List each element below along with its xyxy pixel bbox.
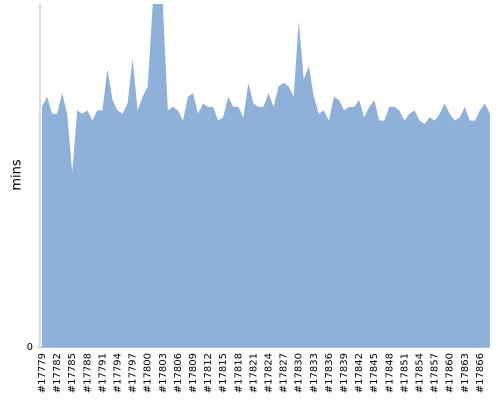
x-tick-label: #17800 — [143, 353, 154, 393]
x-tick-label: #17815 — [218, 353, 229, 393]
x-tick-label: #17821 — [248, 353, 259, 393]
x-tick-label: #17827 — [279, 353, 290, 393]
x-tick-label: #17848 — [384, 353, 395, 393]
y-axis-label: mins — [10, 159, 25, 191]
x-tick-label: #17803 — [158, 353, 169, 393]
x-tick-label: #17845 — [369, 353, 380, 393]
area — [42, 4, 490, 347]
x-tick-label: #17812 — [203, 353, 214, 393]
x-tick-label: #17809 — [188, 353, 199, 393]
x-tick-label: #17824 — [264, 353, 275, 393]
x-tick-label: #17854 — [415, 353, 426, 393]
x-tick-label: #17779 — [37, 353, 48, 393]
x-tick-label: #17863 — [460, 353, 471, 393]
x-tick-label: #17788 — [82, 353, 93, 393]
x-tick-label: #17836 — [324, 353, 335, 393]
x-tick-label: #17839 — [339, 353, 350, 393]
x-tick-label: #17791 — [97, 353, 108, 393]
y-tick-label: 0 — [27, 342, 33, 353]
x-tick-label: #17842 — [354, 353, 365, 393]
x-tick-label: #17860 — [445, 353, 456, 393]
x-tick-label: #17857 — [430, 353, 441, 393]
x-tick-label: #17806 — [173, 353, 184, 393]
x-tick-label: #17851 — [399, 353, 410, 393]
x-tick-label: #17797 — [128, 353, 139, 393]
x-tick-label: #17818 — [233, 353, 244, 393]
x-tick-label: #17833 — [309, 353, 320, 393]
x-tick-label: #17866 — [475, 353, 486, 393]
x-tick-label: #17782 — [52, 353, 63, 393]
x-tick-label: #17794 — [113, 353, 124, 393]
x-tick-label: #17830 — [294, 353, 305, 393]
x-tick-label: #17785 — [67, 353, 78, 393]
